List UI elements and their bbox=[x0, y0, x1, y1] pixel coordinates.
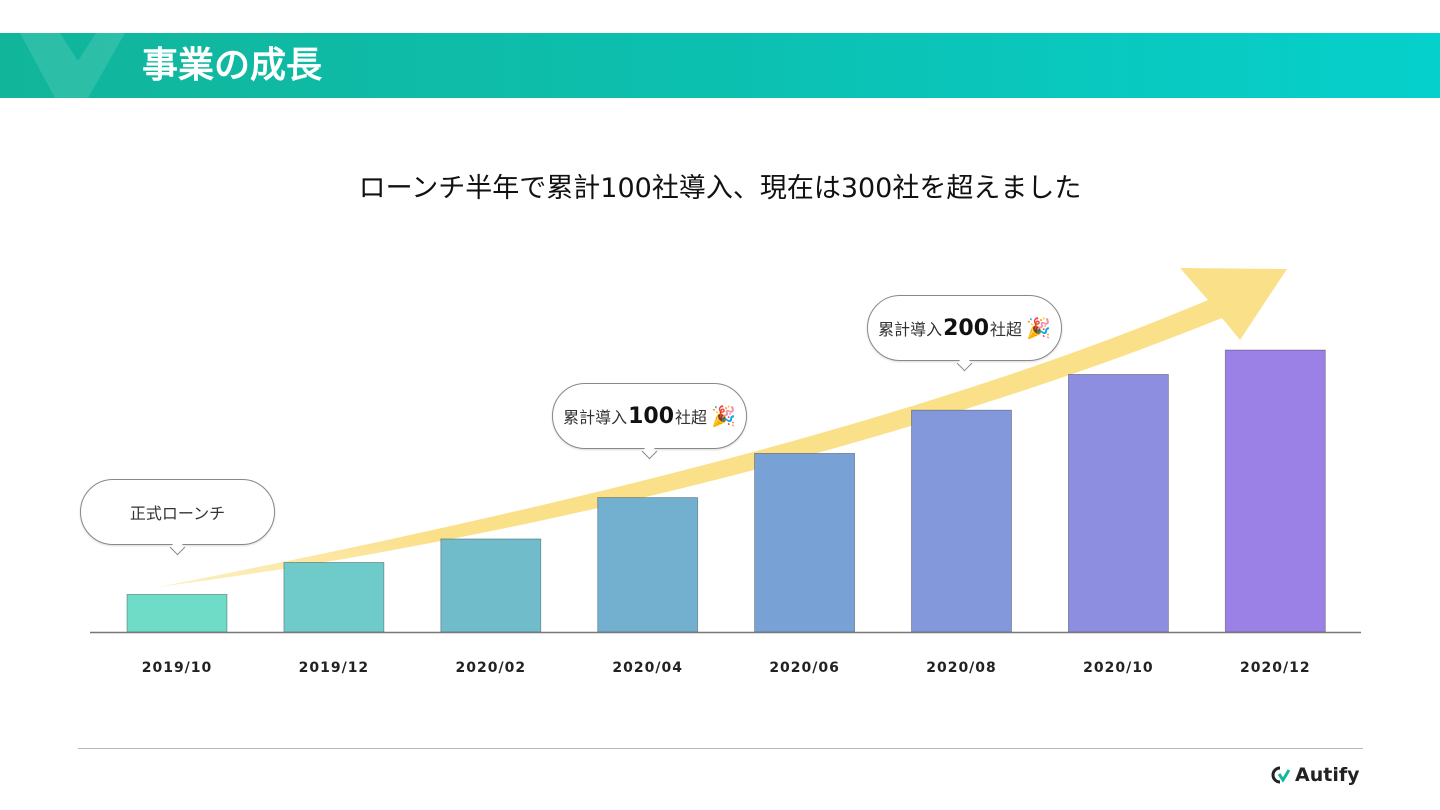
bar-2020-04 bbox=[597, 497, 699, 633]
x-tick-label: 2019/12 bbox=[298, 660, 370, 676]
bar-2020-02 bbox=[440, 538, 542, 633]
x-tick-label: 2020/04 bbox=[612, 660, 683, 676]
page-title: 事業の成長 bbox=[142, 45, 323, 86]
callout-100: 累計導入 100 社超 🎉 bbox=[552, 383, 747, 460]
callout-200-number: 200 bbox=[943, 315, 990, 341]
logo-text: Autify bbox=[1295, 764, 1360, 786]
bar-2020-12 bbox=[1224, 349, 1326, 633]
bar-2020-10 bbox=[1068, 374, 1169, 633]
autify-logo-icon bbox=[1271, 766, 1291, 784]
footer-divider bbox=[78, 748, 1363, 749]
x-tick-label: 2020/06 bbox=[769, 660, 840, 676]
x-tick-label: 2020/10 bbox=[1083, 660, 1154, 676]
callout-200: 累計導入 200 社超 🎉 bbox=[867, 295, 1062, 372]
callout-100-suffix: 社超 bbox=[675, 408, 708, 427]
x-tick-label: 2019/10 bbox=[141, 660, 213, 676]
header-banner: 事業の成長 bbox=[0, 33, 1440, 98]
bar-2019-10 bbox=[126, 594, 228, 633]
bar-2020-06 bbox=[754, 452, 855, 633]
bar-2019-12 bbox=[283, 562, 385, 633]
x-tick-label: 2020/08 bbox=[926, 660, 997, 676]
x-tick-label: 2020/12 bbox=[1240, 660, 1311, 676]
callout-100-prefix: 累計導入 bbox=[563, 408, 628, 427]
party-popper-icon: 🎉 bbox=[711, 404, 736, 428]
party-popper-icon: 🎉 bbox=[1026, 316, 1051, 340]
x-tick-label: 2020/02 bbox=[455, 660, 527, 676]
autify-logo: Autify bbox=[1270, 764, 1359, 786]
slide-subtitle: ローンチ半年で累計100社導入、現在は300社を超えました bbox=[358, 173, 1082, 204]
callout-100-number: 100 bbox=[628, 403, 675, 429]
callout-200-prefix: 累計導入 bbox=[878, 320, 943, 339]
callout-launch: 正式ローンチ bbox=[80, 479, 275, 556]
callout-200-suffix: 社超 bbox=[990, 320, 1023, 339]
callout-launch-text: 正式ローンチ bbox=[129, 504, 226, 523]
banner-chevron-decoration bbox=[20, 33, 125, 98]
bar-2020-08 bbox=[911, 409, 1012, 633]
